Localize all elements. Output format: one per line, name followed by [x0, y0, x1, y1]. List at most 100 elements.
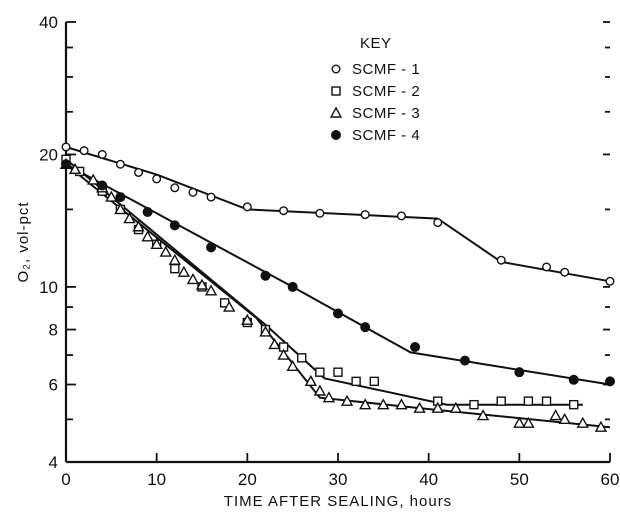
data-point-series-3: [476, 409, 490, 421]
axes: 0 10 20 30 40 50 60 4 6 8 10 20 40 TIME AFTER SEALING…: [15, 13, 619, 510]
data-point-series-4: [61, 159, 71, 170]
data-point-series-1: [170, 183, 180, 193]
data-point-series-4: [115, 192, 126, 203]
data-point-series-3: [123, 212, 136, 224]
data-point-series-1: [360, 210, 370, 220]
x-tick-label: 50: [510, 470, 529, 489]
data-point-series-4: [260, 270, 271, 281]
legend-label-series-1: SCMF - 1: [352, 61, 420, 78]
data-point-series-1: [315, 208, 325, 218]
data-point-series-1: [188, 187, 198, 197]
x-tick-label: 40: [419, 470, 438, 489]
y-tick-label: 8: [49, 321, 58, 340]
data-point-series-2: [297, 353, 307, 363]
data-point-series-2: [523, 396, 534, 406]
data-point-series-3: [141, 230, 154, 242]
data-point-series-4: [410, 342, 421, 353]
data-point-series-3: [576, 416, 589, 428]
data-point-series-3: [522, 416, 535, 428]
data-point-series-2: [333, 367, 343, 377]
y-tick-label: 6: [49, 376, 58, 395]
data-point-series-3: [186, 272, 200, 285]
data-point-series-3: [377, 398, 390, 410]
data-point-series-3: [286, 359, 299, 372]
data-point-series-3: [223, 300, 236, 312]
data-point-series-3: [105, 190, 118, 202]
data-point-series-3: [159, 245, 172, 257]
fit-line-series-2: [65, 158, 583, 406]
x-tick-label: 10: [147, 470, 166, 489]
legend-title: KEY: [360, 35, 392, 52]
data-point-series-4: [206, 242, 217, 253]
legend-marker-series-4: [331, 130, 341, 140]
data-point-series-4: [97, 180, 108, 191]
data-point-series-4: [360, 322, 371, 333]
data-point-series-3: [277, 348, 290, 360]
data-point-series-4: [605, 376, 615, 387]
data-point-series-2: [541, 396, 552, 406]
data-point-series-1: [134, 167, 144, 177]
data-point-series-3: [68, 162, 82, 175]
x-tick-label: 20: [238, 470, 257, 489]
fit-lines: [65, 146, 611, 429]
data-point-series-1: [560, 267, 570, 277]
data-point-series-4: [287, 281, 298, 292]
data-point-series-1: [396, 211, 406, 221]
legend-label-series-3: SCMF - 3: [352, 105, 420, 122]
data-point-series-1: [206, 192, 216, 202]
data-point-series-1: [152, 174, 162, 184]
data-point-series-2: [469, 399, 479, 410]
data-point-series-3: [177, 265, 191, 277]
data-point-series-2: [351, 376, 361, 387]
data-point-series-3: [150, 237, 163, 249]
data-point-series-3: [340, 394, 354, 406]
data-point-series-3: [87, 173, 100, 185]
legend: KEY SCMF - 1 SCMF - 2 SCMF - 3 SCMF - 4: [329, 35, 420, 144]
data-point-series-3: [132, 220, 145, 232]
data-point-series-4: [459, 355, 470, 366]
data-point-series-3: [259, 325, 272, 337]
data-point-series-3: [241, 313, 254, 325]
data-point-series-2: [569, 399, 579, 410]
legend-label-series-4: SCMF - 4: [352, 127, 420, 144]
fit-line-series-3: [65, 163, 611, 429]
data-point-series-3: [204, 284, 218, 296]
data-point-series-3: [304, 374, 317, 387]
legend-marker-series-1: [331, 64, 341, 74]
x-tick-label: 30: [329, 470, 348, 489]
data-point-series-3: [449, 401, 463, 413]
y-tick-label: 10: [39, 278, 58, 297]
data-point-series-1: [496, 255, 506, 265]
data-point-series-4: [514, 367, 525, 378]
data-point-series-3: [413, 401, 426, 413]
data-point-series-3: [594, 420, 608, 432]
data-point-series-3: [549, 409, 562, 421]
data-point-series-2: [315, 367, 325, 377]
data-point-series-3: [168, 253, 181, 265]
data-point-series-3: [313, 384, 327, 396]
data-points: [59, 142, 615, 432]
legend-label-series-2: SCMF - 2: [352, 83, 420, 100]
x-tick-label: 0: [61, 470, 70, 489]
data-point-series-3: [359, 398, 372, 410]
data-point-series-3: [395, 398, 408, 410]
data-point-series-3: [114, 202, 127, 215]
data-point-series-3: [195, 278, 209, 290]
data-point-series-3: [558, 412, 571, 425]
data-point-series-2: [369, 376, 379, 387]
data-point-series-1: [61, 142, 71, 152]
data-point-series-4: [169, 220, 180, 231]
data-point-series-3: [431, 401, 444, 413]
data-point-series-3: [268, 338, 281, 350]
y-axis-title: O₂, vol-pct: [15, 201, 32, 282]
y-tick-label: 40: [39, 13, 58, 32]
x-tick-label: 60: [601, 470, 620, 489]
data-point-series-1: [279, 206, 289, 216]
data-point-series-2: [170, 263, 180, 274]
data-point-series-1: [605, 276, 615, 286]
data-point-series-1: [97, 149, 107, 159]
data-point-series-4: [333, 308, 343, 319]
y-tick-label: 4: [49, 453, 58, 472]
data-point-series-4: [568, 374, 579, 385]
